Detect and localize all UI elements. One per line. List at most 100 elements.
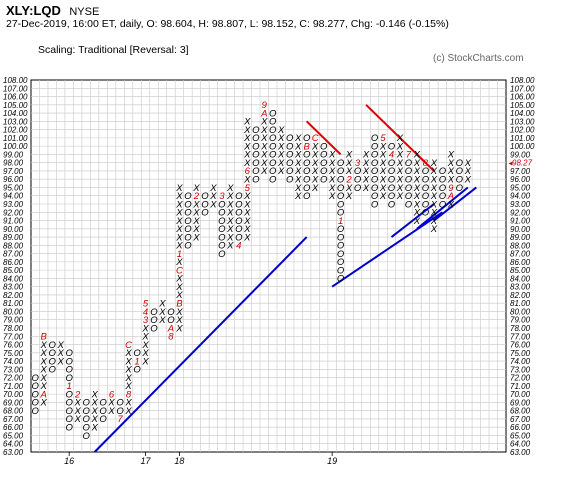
month-marker: A bbox=[260, 108, 267, 119]
o-mark: O bbox=[269, 150, 277, 161]
o-mark: O bbox=[337, 274, 345, 285]
x-mark: X bbox=[260, 166, 268, 177]
y-tick-label-left: 66.00 bbox=[3, 423, 24, 432]
x-mark: X bbox=[362, 183, 370, 194]
y-tick-label-left: 80.00 bbox=[3, 307, 24, 316]
o-mark: O bbox=[49, 365, 57, 376]
x-mark: X bbox=[430, 199, 438, 210]
o-mark: O bbox=[184, 224, 192, 235]
x-mark: X bbox=[175, 208, 183, 219]
x-mark: X bbox=[464, 175, 472, 186]
o-mark: O bbox=[218, 208, 226, 219]
x-mark: X bbox=[243, 199, 251, 210]
x-mark: X bbox=[141, 340, 149, 351]
o-mark: O bbox=[150, 315, 158, 326]
trendlines bbox=[93, 104, 477, 453]
y-tick-label-left: 101.00 bbox=[3, 134, 28, 143]
o-mark: O bbox=[32, 406, 40, 417]
y-tick-label-left: 90.00 bbox=[3, 225, 24, 234]
x-mark: X bbox=[396, 191, 404, 202]
y-tick-label-right: 100.00 bbox=[510, 142, 535, 151]
month-marker: B bbox=[303, 141, 310, 152]
o-mark: O bbox=[388, 158, 396, 169]
o-mark: O bbox=[49, 340, 57, 351]
y-tick-label-left: 104.00 bbox=[3, 109, 28, 118]
y-tick-label-right: 93.00 bbox=[510, 200, 531, 209]
month-marker: 5 bbox=[245, 183, 251, 194]
month-marker: 8 bbox=[423, 158, 429, 169]
stockcharts-watermark: (c) StockCharts.com bbox=[433, 53, 524, 64]
y-tick-label-left: 85.00 bbox=[3, 266, 24, 275]
x-mark: X bbox=[57, 340, 65, 351]
o-mark: O bbox=[320, 158, 328, 169]
month-marker: 8 bbox=[168, 332, 174, 343]
x-mark: X bbox=[243, 141, 251, 152]
x-mark: X bbox=[40, 398, 48, 409]
o-mark: O bbox=[184, 208, 192, 219]
o-mark: O bbox=[303, 183, 311, 194]
x-mark: X bbox=[175, 183, 183, 194]
month-marker: 9 bbox=[448, 183, 454, 194]
x-mark: X bbox=[175, 199, 183, 210]
o-mark: O bbox=[218, 224, 226, 235]
x-mark: X bbox=[192, 232, 200, 243]
y-tick-label-right: 85.00 bbox=[510, 266, 531, 275]
x-mark: X bbox=[362, 150, 370, 161]
x-mark: X bbox=[328, 150, 336, 161]
o-mark: O bbox=[405, 158, 413, 169]
month-marker: C bbox=[312, 133, 319, 144]
o-mark: O bbox=[116, 398, 124, 409]
o-mark: O bbox=[439, 175, 447, 186]
x-mark: X bbox=[40, 348, 48, 359]
x-mark: X bbox=[124, 406, 132, 417]
x-mark: X bbox=[141, 323, 149, 334]
x-mark: X bbox=[379, 150, 387, 161]
x-mark: X bbox=[328, 166, 336, 177]
x-mark: X bbox=[413, 208, 421, 219]
x-tick-label: 16 bbox=[64, 456, 74, 466]
y-tick-label-left: 99.00 bbox=[3, 150, 24, 159]
y-tick-label-right: 106.00 bbox=[510, 93, 535, 102]
x-mark: X bbox=[362, 175, 370, 186]
x-mark: X bbox=[226, 216, 234, 227]
x-mark: X bbox=[413, 191, 421, 202]
o-mark: O bbox=[456, 183, 464, 194]
resistance-trendline bbox=[305, 120, 342, 156]
o-mark: O bbox=[303, 133, 311, 144]
y-tick-label-left: 103.00 bbox=[3, 117, 28, 126]
x-mark: X bbox=[192, 208, 200, 219]
month-marker: 2 bbox=[74, 389, 81, 400]
y-tick-label-left: 97.00 bbox=[3, 167, 24, 176]
y-tick-label-right: 91.00 bbox=[510, 217, 531, 226]
y-tick-label-left: 68.00 bbox=[3, 407, 24, 416]
y-tick-label-left: 92.00 bbox=[3, 208, 24, 217]
x-mark: X bbox=[294, 166, 302, 177]
o-mark: O bbox=[371, 166, 379, 177]
o-mark: O bbox=[354, 175, 362, 186]
o-mark: O bbox=[49, 356, 57, 367]
x-mark: X bbox=[464, 166, 472, 177]
x-mark: X bbox=[124, 365, 132, 376]
x-mark: X bbox=[124, 356, 132, 367]
o-mark: O bbox=[405, 183, 413, 194]
x-mark: X bbox=[430, 191, 438, 202]
x-mark: X bbox=[362, 166, 370, 177]
o-mark: O bbox=[32, 398, 40, 409]
x-mark: X bbox=[379, 166, 387, 177]
o-mark: O bbox=[252, 175, 260, 186]
x-mark: X bbox=[90, 414, 98, 425]
y-tick-label-left: 87.00 bbox=[3, 250, 24, 259]
o-mark: O bbox=[337, 208, 345, 219]
o-mark: O bbox=[337, 257, 345, 268]
o-mark: O bbox=[303, 150, 311, 161]
y-tick-label-right: 97.00 bbox=[510, 167, 531, 176]
x-mark: X bbox=[40, 340, 48, 351]
x-mark: X bbox=[175, 282, 183, 293]
o-mark: O bbox=[218, 241, 226, 252]
x-mark: X bbox=[447, 158, 455, 169]
o-mark: O bbox=[371, 150, 379, 161]
y-tick-label-right: 68.00 bbox=[510, 407, 531, 416]
x-mark: X bbox=[243, 150, 251, 161]
o-mark: O bbox=[405, 199, 413, 210]
o-mark: O bbox=[388, 141, 396, 152]
